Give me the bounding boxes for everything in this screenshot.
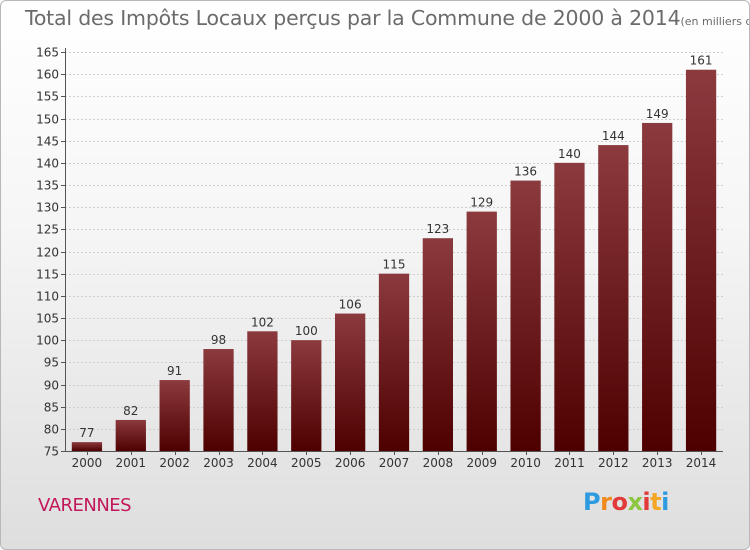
bar-2010 [510,180,541,452]
title-unit: (en milliers d'€) [680,15,749,28]
bar-2009 [466,211,497,451]
bar-value-label: 144 [602,129,625,143]
x-tick-label: 2010 [510,456,541,470]
y-tick-label: 160 [36,68,59,82]
x-tick-label: 2001 [116,456,147,470]
x-tick-label: 2004 [247,456,278,470]
bar-2005 [291,340,322,451]
bar-2003 [203,349,234,451]
y-tick-label: 120 [36,246,59,260]
bar-value-label: 91 [167,364,182,378]
y-tick-label: 100 [36,334,59,348]
bar-value-label: 136 [514,165,537,179]
y-tick-label: 110 [36,290,59,304]
y-tick-label: 140 [36,157,59,171]
chart-title: Total des Impôts Locaux perçus par la Co… [25,6,749,30]
y-tick-label: 145 [36,135,59,149]
bar-value-label: 102 [251,315,274,329]
bar-2012 [598,145,629,451]
x-tick-label: 2014 [686,456,717,470]
x-tick-label: 2008 [423,456,454,470]
commune-name: VARENNES [38,495,132,516]
bar-value-label: 77 [79,426,94,440]
x-tick-label: 2012 [598,456,629,470]
x-tick-label: 2002 [159,456,190,470]
logo-letter: t [650,488,662,516]
y-tick-label: 150 [36,113,59,127]
bar-value-label: 129 [470,196,493,210]
bar-2013 [642,122,673,451]
logo-letter: P [583,488,601,516]
x-tick-label: 2009 [466,456,497,470]
bar-value-label: 161 [690,54,713,68]
logo-letter: x [627,488,643,516]
logo-letter: i [661,488,669,516]
y-tick-label: 155 [36,90,59,104]
x-tick-label: 2003 [203,456,234,470]
bar-2008 [422,238,454,451]
y-tick-label: 105 [36,312,59,326]
bar-2000 [71,442,103,451]
bar-value-label: 82 [123,404,138,418]
bar-value-label: 140 [558,147,581,161]
y-tick-label: 75 [44,445,59,459]
bar-value-label: 100 [295,324,318,338]
logo-letter: i [642,488,651,516]
y-tick-label: 85 [44,401,59,415]
bar-2004 [247,331,278,451]
bar-2006 [334,313,366,451]
logo-letter: o [611,488,628,516]
bar-2014 [685,69,717,451]
y-tick-label: 135 [36,179,59,193]
bar-value-label: 115 [383,258,406,272]
y-tick-label: 115 [36,268,59,282]
x-tick-label: 2013 [642,456,673,470]
x-tick-label: 2007 [379,456,410,470]
y-tick-label: 125 [36,223,59,237]
y-tick-label: 165 [36,46,59,60]
y-tick-label: 90 [44,379,59,393]
logo-letter: r [600,488,612,516]
x-tick-label: 2006 [335,456,366,470]
bar-value-label: 123 [426,222,449,236]
bar-2011 [554,162,585,452]
bar-2007 [378,273,410,451]
y-tick-label: 80 [44,423,59,437]
bar-2002 [159,380,190,451]
proxiti-logo[interactable]: Proxiti [583,488,669,516]
y-tick-label: 130 [36,201,59,215]
y-tick-label: 95 [44,356,59,370]
bar-value-label: 106 [339,298,362,312]
x-tick-label: 2011 [554,456,585,470]
x-tick-label: 2005 [291,456,322,470]
x-tick-label: 2000 [72,456,103,470]
bar-value-label: 98 [211,333,226,347]
title-main: Total des Impôts Locaux perçus par la Co… [25,6,681,30]
bar-value-label: 149 [646,107,669,121]
bar-2001 [115,419,146,451]
